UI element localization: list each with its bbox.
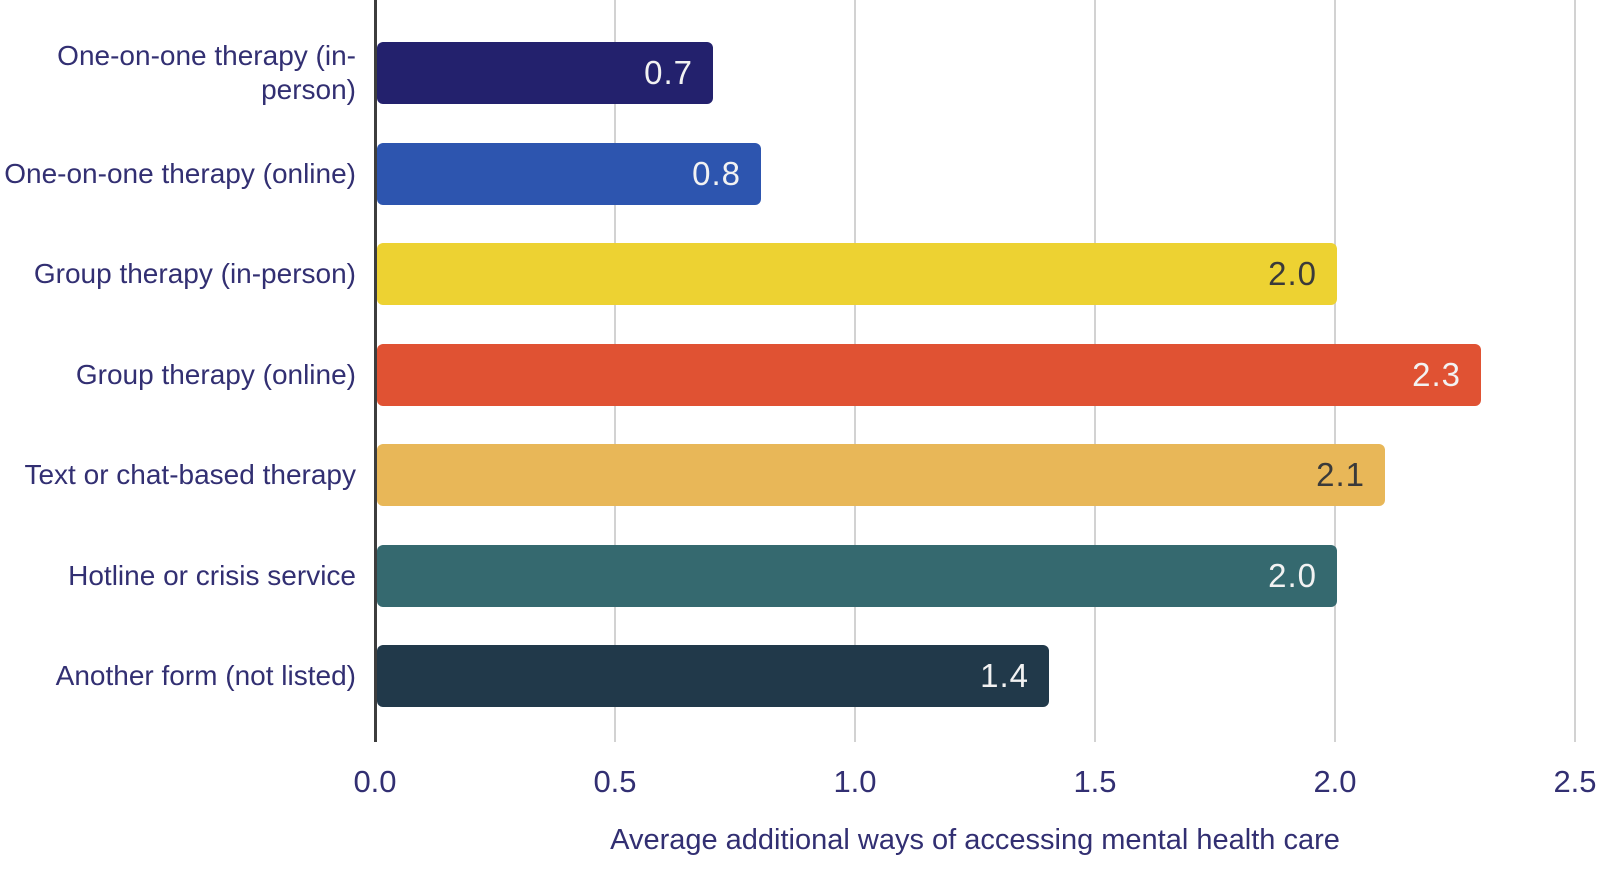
x-tick-label: 2.0 bbox=[1313, 764, 1357, 799]
x-tick-label: 1.0 bbox=[833, 764, 877, 799]
category-label: Text or chat-based therapy bbox=[24, 458, 356, 490]
x-tick-label: 1.5 bbox=[1073, 764, 1117, 799]
category-label: Group therapy (online) bbox=[75, 358, 356, 390]
category-label: Another form (not listed) bbox=[55, 659, 356, 691]
bar: 2.3 bbox=[377, 344, 1481, 406]
value-label: 2.1 bbox=[1316, 456, 1365, 493]
x-tick-label: 0.0 bbox=[353, 764, 397, 799]
gridline bbox=[1574, 0, 1576, 742]
category-label: Hotline or crisis service bbox=[68, 559, 356, 591]
category-label: Group therapy (in-person) bbox=[33, 257, 356, 289]
bar: 0.8 bbox=[377, 143, 761, 205]
value-label: 2.0 bbox=[1268, 557, 1317, 594]
bar: 1.4 bbox=[377, 645, 1049, 707]
x-axis-title: Average additional ways of accessing men… bbox=[610, 824, 1340, 856]
value-label: 1.4 bbox=[980, 657, 1029, 694]
bar: 0.7 bbox=[377, 42, 713, 104]
y-axis-line bbox=[373, 0, 377, 742]
bar: 2.1 bbox=[377, 444, 1385, 506]
value-label: 0.7 bbox=[644, 54, 693, 91]
value-label: 2.3 bbox=[1412, 356, 1461, 393]
category-label: One-on-one therapy (in-person) bbox=[57, 39, 356, 105]
category-label: One-on-one therapy (online) bbox=[4, 157, 356, 189]
x-tick-label: 2.5 bbox=[1553, 764, 1597, 799]
value-label: 0.8 bbox=[692, 155, 741, 192]
value-label: 2.0 bbox=[1268, 255, 1317, 292]
x-tick-label: 0.5 bbox=[593, 764, 637, 799]
bar: 2.0 bbox=[377, 545, 1337, 607]
bar: 2.0 bbox=[377, 243, 1337, 305]
